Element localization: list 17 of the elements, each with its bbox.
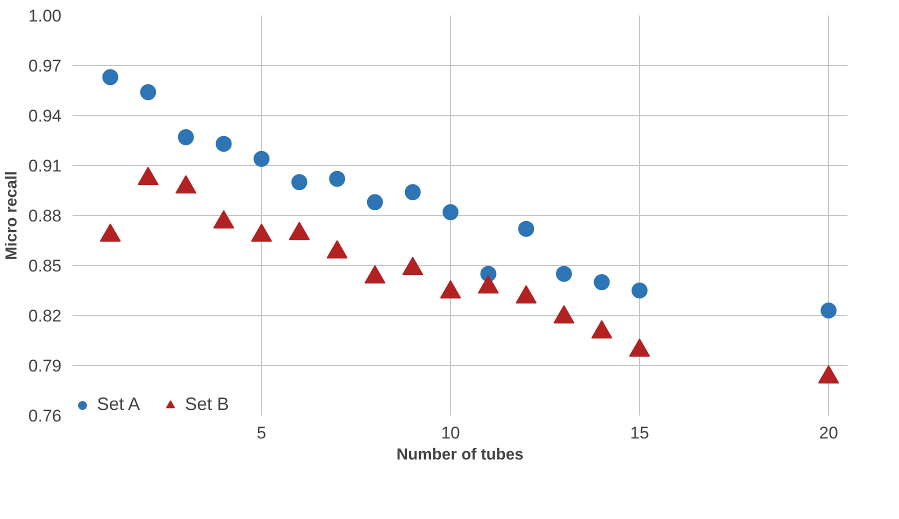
x-tick-label: 20 [819,424,838,442]
y-tick-label: 0.76 [28,406,62,426]
y-tick-label: 1.00 [28,6,62,26]
y-tick-label: 0.94 [28,106,62,126]
y-tick-label: 0.82 [28,306,62,326]
y-tick-label: 0.91 [28,156,62,176]
x-tick-label: 15 [630,424,650,442]
y-axis-title: Micro recall [3,171,20,260]
y-tick-label: 0.85 [28,256,62,276]
x-tick-label: 5 [256,424,266,442]
x-tick-label: 10 [441,424,460,442]
x-axis-title: Number of tubes [396,446,524,464]
legend-label: Set A [97,394,140,415]
y-tick-label: 0.79 [28,356,62,376]
y-tick-label: 0.97 [28,56,62,76]
legend-label: Set B [185,394,230,415]
y-tick-label: 0.88 [28,206,62,226]
